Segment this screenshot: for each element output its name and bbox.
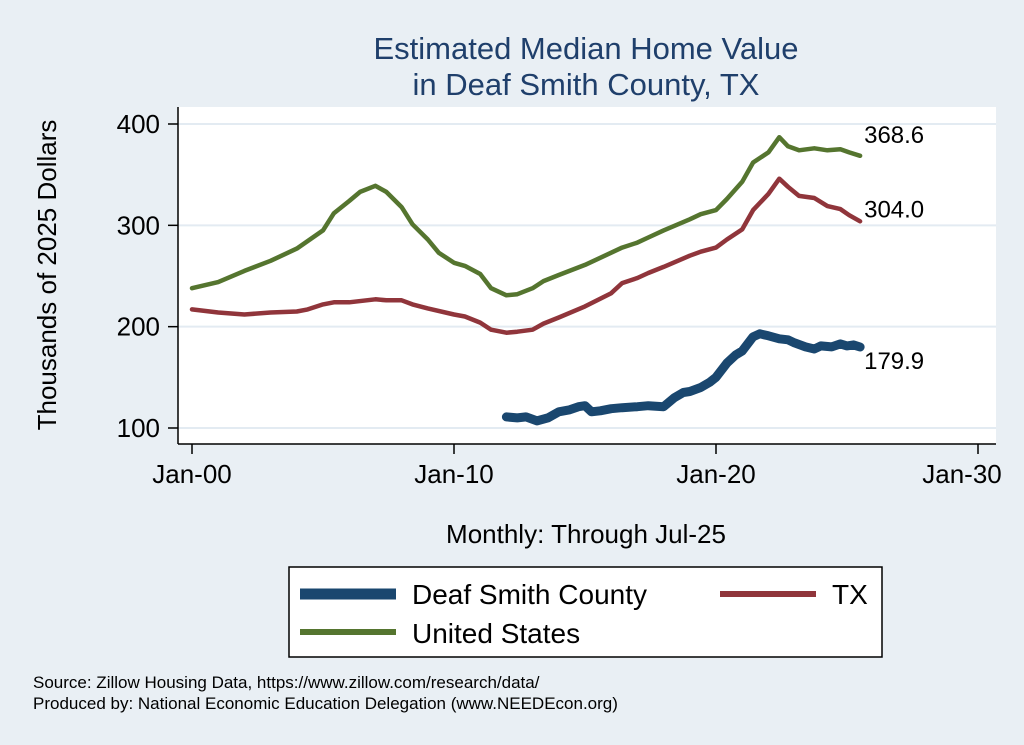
source-note: Source: Zillow Housing Data, https://www… (33, 673, 540, 692)
series-line-1 (189, 176, 863, 335)
series-lines (189, 134, 865, 426)
series-line-2 (189, 134, 863, 298)
x-tick-label: Jan-00 (152, 459, 232, 489)
x-axis-label: Monthly: Through Jul-25 (446, 519, 726, 549)
y-tick-label: 200 (117, 312, 160, 342)
end-value-label: 179.9 (864, 348, 924, 375)
plot-area (178, 107, 996, 444)
x-tick-label: Jan-10 (414, 459, 494, 489)
legend-label-deaf-smith: Deaf Smith County (412, 579, 647, 610)
legend-label-tx: TX (832, 579, 868, 610)
y-axis-label: Thousands of 2025 Dollars (32, 120, 62, 431)
producer-note: Produced by: National Economic Education… (33, 694, 618, 713)
chart-title-line-2: in Deaf Smith County, TX (413, 67, 760, 102)
legend-box (288, 566, 883, 658)
series-line-0 (501, 329, 865, 426)
end-labels: 179.9 304.0 368.6 (864, 122, 924, 375)
gridlines (178, 123, 996, 429)
y-tick-label: 100 (117, 413, 160, 443)
x-axis: Jan-00 Jan-10 Jan-20 Jan-30 (152, 443, 1002, 489)
legend-label-us: United States (412, 618, 580, 649)
legend: Deaf Smith County TX United States (288, 566, 883, 658)
chart-title-line-1: Estimated Median Home Value (373, 31, 798, 66)
end-value-label: 368.6 (864, 122, 924, 149)
x-tick-label: Jan-30 (922, 459, 1002, 489)
y-axis: 100 200 300 400 (117, 107, 179, 444)
end-value-label: 304.0 (864, 196, 924, 223)
y-tick-label: 400 (117, 109, 160, 139)
x-tick-label: Jan-20 (676, 459, 756, 489)
y-tick-label: 300 (117, 210, 160, 240)
